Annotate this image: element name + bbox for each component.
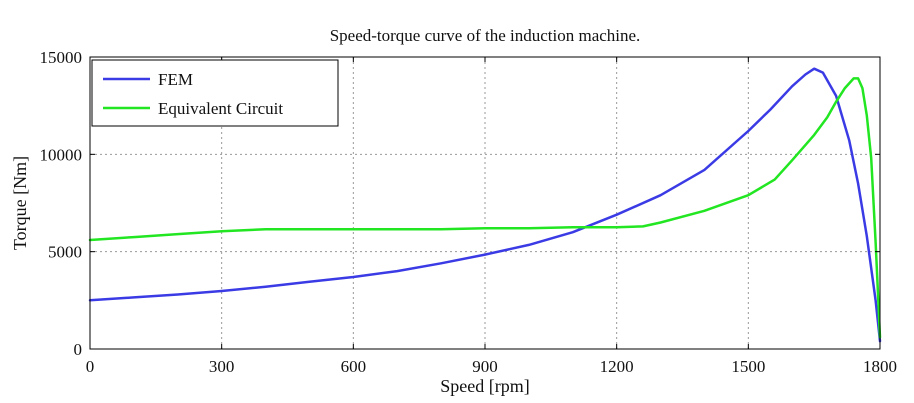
x-tick-label: 900 [472,357,498,376]
grid [90,57,880,349]
legend: FEM Equivalent Circuit [91,59,339,127]
y-tick-label: 0 [74,340,83,359]
axis-ticks: 0 300 600 900 1200 1500 1800 0 5000 10000 15000 [40,48,898,376]
y-tick-label: 5000 [48,243,82,262]
x-tick-label: 0 [86,357,95,376]
y-tick-label: 10000 [40,145,83,164]
legend-box [91,59,339,127]
series-lines [88,67,882,343]
x-tick-label: 1800 [863,357,897,376]
x-axis-label: Speed [rpm] [440,376,529,396]
x-tick-label: 1200 [600,357,634,376]
chart-title: Speed-torque curve of the induction mach… [330,26,641,45]
legend-label-fem: FEM [158,70,193,89]
x-tick-label: 300 [209,357,235,376]
y-tick-label: 15000 [40,48,83,67]
x-tick-label: 600 [341,357,367,376]
series-line-fem [88,67,882,343]
series-line-equivalent-circuit [88,77,882,339]
y-axis-label: Torque [Nm] [10,156,30,250]
x-tick-label: 1500 [731,357,765,376]
legend-label-equivalent-circuit: Equivalent Circuit [158,99,283,118]
